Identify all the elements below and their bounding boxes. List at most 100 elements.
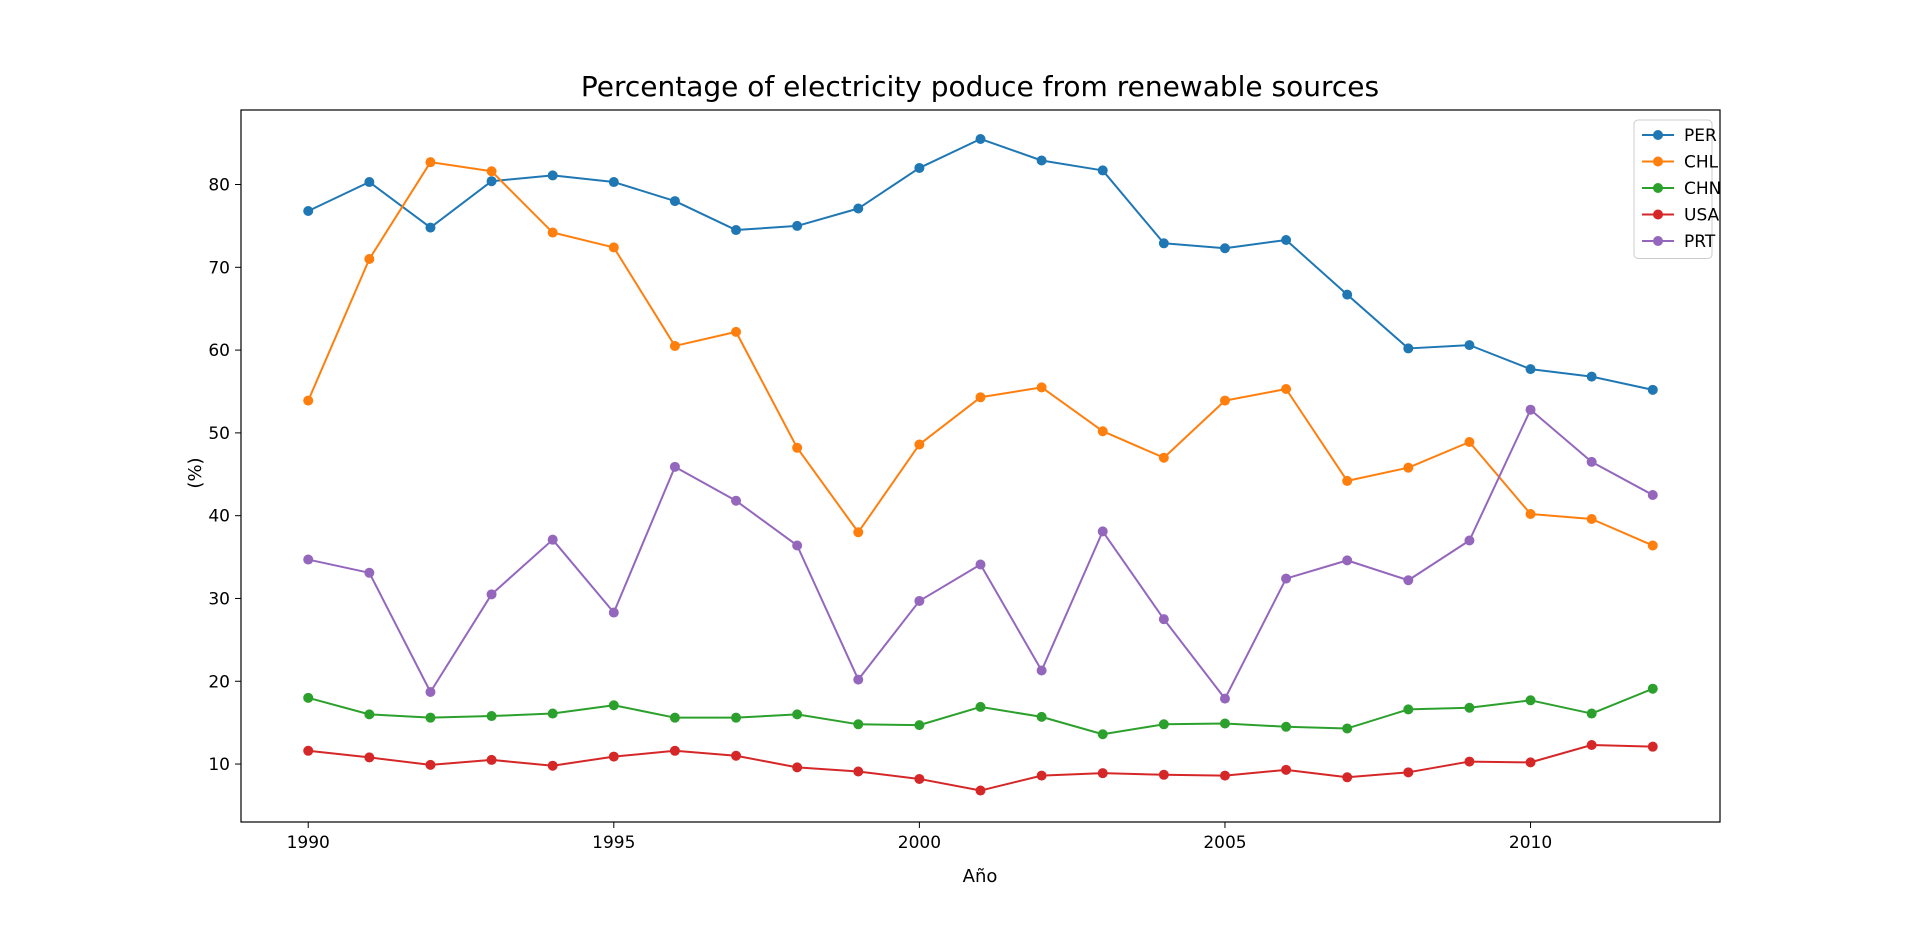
data-point-usa xyxy=(608,751,619,762)
legend-marker-chn xyxy=(1653,183,1663,193)
data-point-per xyxy=(731,225,742,236)
data-point-chn xyxy=(1586,708,1597,719)
data-point-chl xyxy=(1464,436,1475,447)
data-point-per xyxy=(608,177,619,188)
data-point-usa xyxy=(669,745,680,756)
legend: PER CHL CHN USA PRT xyxy=(1633,119,1721,259)
data-point-prt xyxy=(1403,575,1414,586)
data-point-prt xyxy=(975,559,986,570)
data-point-per xyxy=(486,176,497,187)
data-point-chl xyxy=(1586,513,1597,524)
data-point-chl xyxy=(364,254,375,265)
data-point-prt xyxy=(608,607,619,618)
x-tick-label: 2000 xyxy=(898,833,941,853)
data-point-chn xyxy=(1525,695,1536,706)
data-point-prt xyxy=(425,687,436,698)
data-point-chl xyxy=(914,439,925,450)
data-point-chl xyxy=(975,392,986,403)
data-point-prt xyxy=(1586,456,1597,467)
data-point-per xyxy=(975,133,986,144)
data-point-chn xyxy=(1219,718,1230,729)
data-point-per xyxy=(792,220,803,231)
data-point-prt xyxy=(1342,555,1353,566)
data-point-chl xyxy=(1158,452,1169,463)
data-point-prt xyxy=(1219,693,1230,704)
data-point-prt xyxy=(547,534,558,545)
data-point-usa xyxy=(1464,756,1475,767)
data-point-chn xyxy=(608,700,619,711)
data-point-chn xyxy=(1036,711,1047,722)
y-tick-label: 20 xyxy=(208,672,230,692)
data-point-chl xyxy=(1097,426,1108,437)
x-axis-label: Año xyxy=(963,866,998,887)
legend-box xyxy=(1633,119,1713,259)
data-point-usa xyxy=(975,785,986,796)
data-point-prt xyxy=(1158,614,1169,625)
data-point-chn xyxy=(1342,723,1353,734)
data-point-chl xyxy=(486,166,497,177)
data-point-per xyxy=(1342,289,1353,300)
y-tick-label: 70 xyxy=(208,258,230,278)
legend-label-per: PER xyxy=(1684,126,1717,146)
y-tick-label: 80 xyxy=(208,176,230,196)
data-point-usa xyxy=(731,750,742,761)
data-point-chl xyxy=(1036,382,1047,393)
data-point-chl xyxy=(425,157,436,168)
data-point-per xyxy=(1097,165,1108,176)
data-point-chl xyxy=(1219,395,1230,406)
data-point-prt xyxy=(669,461,680,472)
data-point-prt xyxy=(792,540,803,551)
y-tick-label: 50 xyxy=(208,424,230,444)
legend-marker-per xyxy=(1653,130,1663,140)
y-tick-label: 40 xyxy=(208,507,230,527)
data-point-prt xyxy=(1647,489,1658,500)
data-point-chl xyxy=(669,340,680,351)
data-point-usa xyxy=(1097,768,1108,779)
data-point-per xyxy=(425,222,436,233)
data-point-per xyxy=(1525,364,1536,375)
data-point-chn xyxy=(303,692,314,703)
data-point-usa xyxy=(792,762,803,773)
data-point-per xyxy=(1647,384,1658,395)
data-point-chn xyxy=(853,719,864,730)
data-point-per xyxy=(1281,234,1292,245)
x-tick-label: 1995 xyxy=(592,833,635,853)
data-point-chn xyxy=(486,711,497,722)
data-point-prt xyxy=(1097,526,1108,537)
data-point-chl xyxy=(1281,384,1292,395)
data-point-usa xyxy=(853,766,864,777)
data-point-chl xyxy=(1342,475,1353,486)
data-point-chl xyxy=(853,527,864,538)
y-tick-label: 30 xyxy=(208,589,230,609)
legend-label-prt: PRT xyxy=(1684,232,1716,252)
data-point-chn xyxy=(425,712,436,723)
data-point-chl xyxy=(792,442,803,453)
data-point-chn xyxy=(1097,729,1108,740)
data-point-prt xyxy=(1036,665,1047,676)
x-tick-label: 1990 xyxy=(287,833,330,853)
data-point-chn xyxy=(1403,704,1414,715)
data-point-usa xyxy=(1342,772,1353,783)
legend-marker-chl xyxy=(1653,156,1663,167)
data-point-chl xyxy=(1403,462,1414,473)
data-point-usa xyxy=(1219,770,1230,781)
data-point-per xyxy=(303,206,314,217)
data-point-usa xyxy=(547,760,558,771)
data-point-usa xyxy=(486,754,497,765)
legend-label-chl: CHL xyxy=(1684,153,1719,173)
x-tick-label: 2005 xyxy=(1203,833,1246,853)
data-point-chn xyxy=(1464,702,1475,713)
chart-title: Percentage of electricity poduce from re… xyxy=(581,70,1379,103)
data-point-prt xyxy=(303,554,314,565)
data-point-chn xyxy=(364,709,375,720)
data-point-chn xyxy=(1647,683,1658,694)
data-point-per xyxy=(853,203,864,214)
data-point-usa xyxy=(914,773,925,784)
data-point-chn xyxy=(914,720,925,731)
legend-label-chn: CHN xyxy=(1684,179,1721,199)
data-point-per xyxy=(1403,343,1414,354)
data-point-usa xyxy=(1647,741,1658,752)
x-tick-label: 2010 xyxy=(1509,833,1552,853)
data-point-prt xyxy=(914,595,925,606)
